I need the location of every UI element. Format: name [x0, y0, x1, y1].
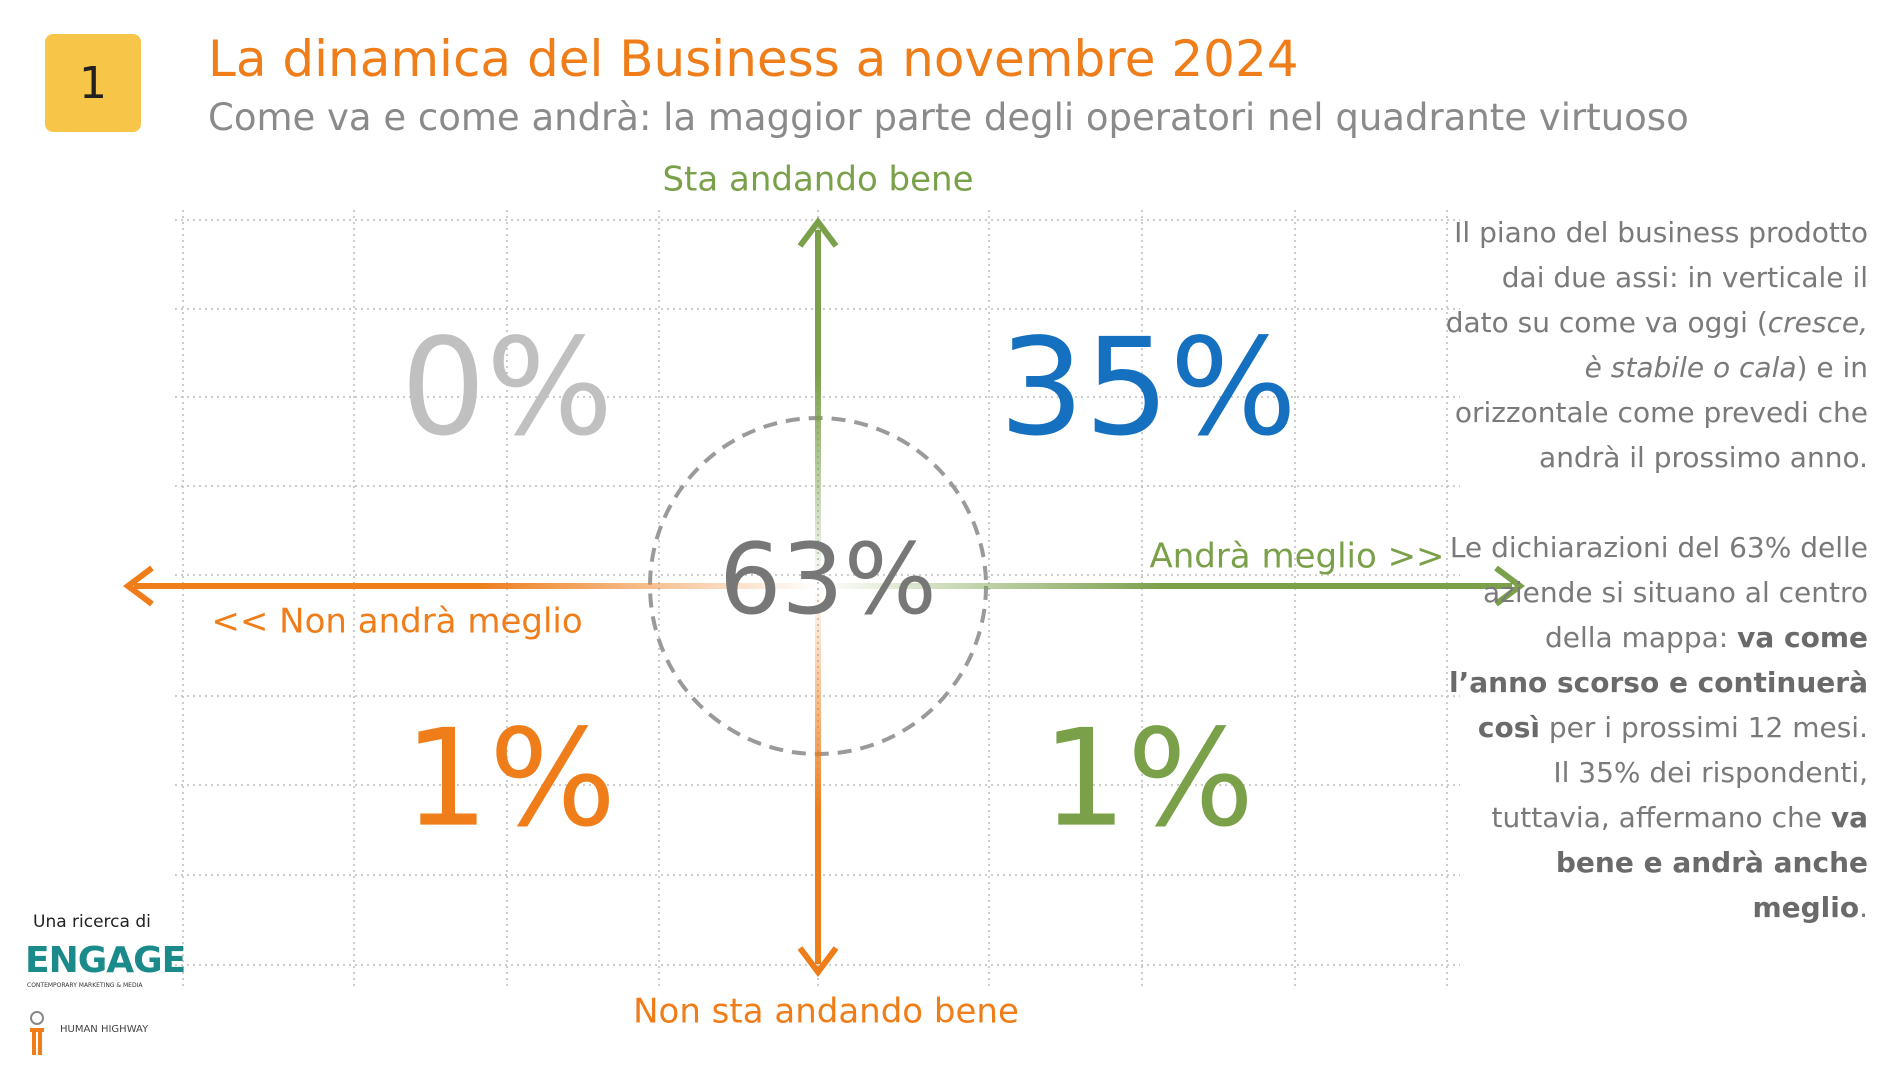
- arrowhead: [123, 565, 154, 607]
- title: La dinamica del Business a novembre 2024: [208, 30, 1299, 88]
- paragraph: Il 35% dei rispondenti, tuttavia, afferm…: [1440, 750, 1868, 930]
- axis-label: Andrà meglio >>: [1149, 537, 1444, 577]
- arrowhead: [797, 217, 839, 248]
- logo-tagline: CONTEMPORARY MARKETING & MEDIA: [27, 982, 143, 989]
- quadrant-value: 35%: [999, 310, 1297, 466]
- arrowhead: [1494, 565, 1525, 607]
- quadrant-value: 0%: [401, 310, 614, 466]
- text: .: [1859, 891, 1868, 924]
- paragraph: Il piano del business prodotto dai due a…: [1440, 210, 1868, 480]
- axis-right: [818, 583, 1512, 589]
- axis-up: [815, 230, 821, 586]
- credit: Una ricerca di: [33, 912, 151, 932]
- axis-label: Sta andando bene: [662, 160, 973, 200]
- text: Le dichiarazioni del 63% delle aziende s…: [1449, 531, 1868, 654]
- badge: 1: [45, 34, 141, 132]
- quadrant-value: 1%: [1042, 701, 1255, 857]
- logo-icon: [30, 1011, 44, 1055]
- text: ) e in orizzontale come prevedi che andr…: [1454, 351, 1868, 474]
- text: per i prossimi 12 mesi.: [1539, 711, 1868, 744]
- logo: HUMAN HIGHWAY: [60, 1024, 149, 1035]
- description: Il piano del business prodotto dai due a…: [1440, 210, 1868, 930]
- text: cresce, è stabile o cala: [1584, 306, 1868, 384]
- center-value: 63%: [719, 523, 937, 637]
- axis-label: << Non andrà meglio: [211, 602, 582, 642]
- subtitle: Come va e come andrà: la maggior parte d…: [208, 96, 1689, 139]
- arrowhead: [797, 946, 839, 977]
- paragraph: Le dichiarazioni del 63% delle aziende s…: [1440, 525, 1868, 750]
- text: va bene e andrà anche meglio: [1555, 801, 1868, 924]
- axis-down: [815, 586, 821, 964]
- text: va come l’anno scorso e continuerà così: [1449, 621, 1868, 744]
- quadrant-value: 1%: [404, 701, 617, 857]
- logo: ENGAGE: [25, 940, 186, 981]
- axis-left: [134, 583, 818, 589]
- axis-label: Non sta andando bene: [633, 992, 1019, 1032]
- text: Il 35% dei rispondenti, tuttavia, afferm…: [1491, 756, 1868, 834]
- text: Il piano del business prodotto dai due a…: [1445, 216, 1868, 339]
